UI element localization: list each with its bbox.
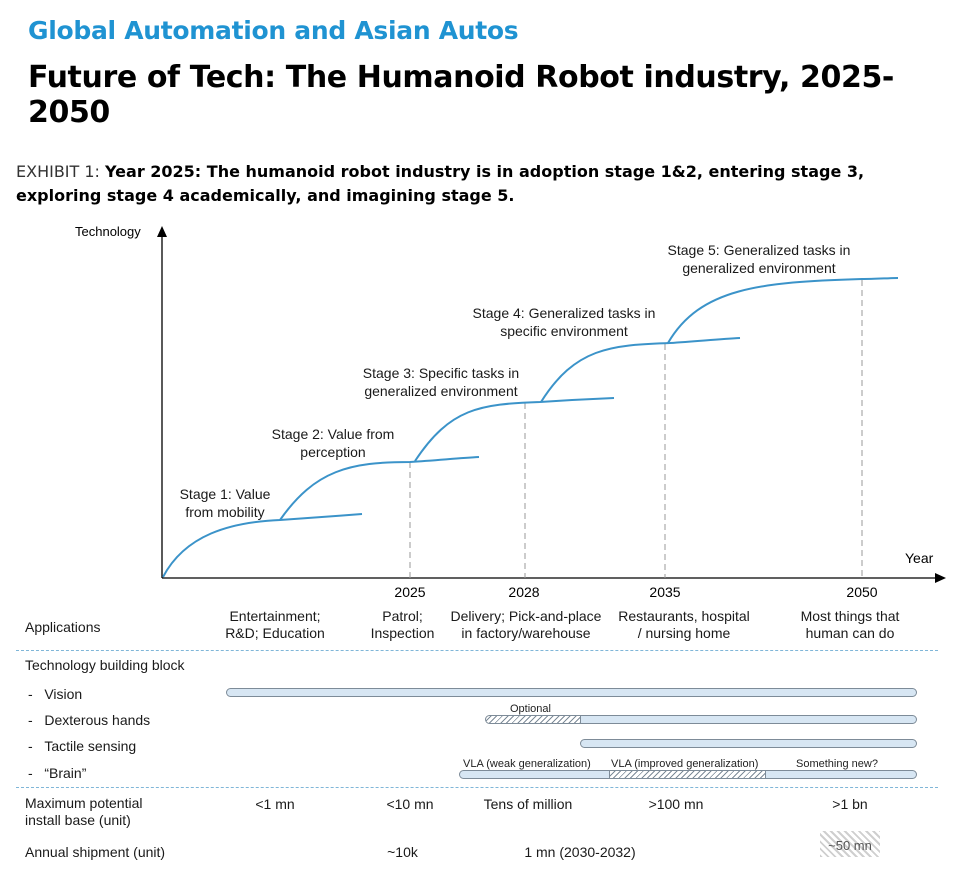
- tech-row-tactile: - Tactile sensing: [28, 738, 137, 754]
- vision-bar: [226, 688, 917, 697]
- page-title: Future of Tech: The Humanoid Robot indus…: [28, 60, 894, 130]
- brain-phase3-label: Something new?: [796, 758, 878, 770]
- stage-3-label-line2: generalized environment: [364, 383, 517, 399]
- hands-bar: [580, 715, 917, 724]
- hands-optional-bar: [485, 715, 581, 724]
- exhibit-text: Year 2025: The humanoid robot industry i…: [16, 162, 865, 205]
- exhibit-label: EXHIBIT 1:: [16, 162, 100, 181]
- brain-phase1-label: VLA (weak generalization): [463, 758, 591, 770]
- stage-1-curve: [162, 513, 363, 578]
- annual-shipment-2025: ~10k: [387, 844, 418, 860]
- stage-2-label-line2: perception: [300, 444, 365, 460]
- brain-phase2-bar: [609, 770, 766, 779]
- install-base-2035: >100 mn: [648, 796, 704, 812]
- report-subtitle: Global Automation and Asian Autos: [28, 16, 519, 45]
- stage-4-curve: [540, 337, 741, 403]
- applications-label: Applications: [25, 619, 101, 635]
- brain-phase1-bar: [459, 770, 610, 779]
- annual-shipment-2050: ~50 mn: [820, 831, 880, 857]
- application-2025: Patrol; Inspection: [370, 608, 435, 641]
- annual-shipment-label: Annual shipment (unit): [25, 844, 166, 860]
- stage-2-label-line1: Stage 2: Value from: [272, 426, 395, 442]
- install-base-2050: >1 bn: [832, 796, 868, 812]
- install-base-2025: <10 mn: [386, 796, 434, 812]
- tick-label-2028: 2028: [508, 584, 539, 600]
- tech-row-vision: - Vision: [28, 686, 83, 702]
- divider-2: [16, 787, 938, 788]
- application-stage-1: Entertainment; R&D; Education: [225, 608, 325, 641]
- x-axis-arrow: [935, 573, 946, 583]
- stage-2-curve: [279, 456, 480, 521]
- stage-1-label-line1: Stage 1: Value: [180, 486, 271, 502]
- divider-1: [16, 650, 938, 651]
- exhibit-caption: EXHIBIT 1: Year 2025: The humanoid robot…: [16, 160, 946, 208]
- annual-shipment-2030: 1 mn (2030-2032): [524, 844, 636, 860]
- stage-5-label-line2: generalized environment: [682, 260, 835, 276]
- tech-row-brain-label: “Brain”: [44, 765, 87, 781]
- stage-3-curve: [414, 397, 615, 462]
- install-base-stage-1: <1 mn: [255, 796, 295, 812]
- application-2028: Delivery; Pick-and-place in factory/ware…: [450, 608, 602, 641]
- tech-row-tactile-label: Tactile sensing: [44, 738, 137, 754]
- stage-3-label-line1: Stage 3: Specific tasks in: [363, 365, 519, 381]
- x-axis-label: Year: [905, 550, 934, 566]
- hands-optional-note: Optional: [510, 703, 551, 715]
- tactile-bar: [580, 739, 917, 748]
- install-base-label: Maximum potential install base (unit): [25, 795, 143, 828]
- tech-row-brain: - “Brain”: [28, 765, 87, 781]
- tick-label-2035: 2035: [649, 584, 680, 600]
- application-2050: Most things that human can do: [800, 608, 900, 641]
- tech-header: Technology building block: [25, 657, 185, 673]
- tech-row-vision-label: Vision: [44, 686, 83, 702]
- stage-5-label-line1: Stage 5: Generalized tasks in: [668, 242, 851, 258]
- brain-phase3-bar: [765, 770, 917, 779]
- stage-5-curve: [667, 277, 899, 344]
- install-base-2028: Tens of million: [483, 796, 573, 812]
- y-axis-label: Technology: [75, 224, 141, 239]
- stage-4-label-line1: Stage 4: Generalized tasks in: [473, 305, 656, 321]
- tick-label-2025: 2025: [394, 584, 425, 600]
- stage-chart: Technology Year 2025 2028 2035 2050 Stag…: [75, 224, 946, 600]
- application-2035: Restaurants, hospital / nursing home: [618, 608, 750, 641]
- tech-row-hands: - Dexterous hands: [28, 712, 151, 728]
- tech-row-hands-label: Dexterous hands: [44, 712, 151, 728]
- tick-label-2050: 2050: [846, 584, 877, 600]
- y-axis-arrow: [157, 226, 167, 237]
- stage-4-label-line2: specific environment: [500, 323, 628, 339]
- brain-phase2-label: VLA (improved generalization): [611, 758, 759, 770]
- stage-1-label-line2: from mobility: [185, 504, 264, 520]
